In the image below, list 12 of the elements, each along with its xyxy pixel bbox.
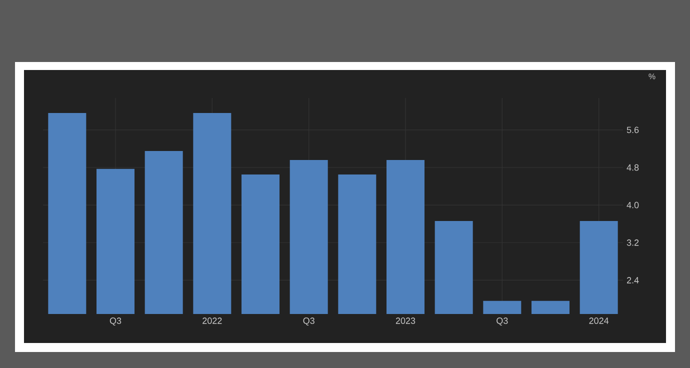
y-tick-label: 3.2 — [626, 239, 639, 246]
x-tick-label: Q3 — [496, 318, 508, 326]
x-tick-label: 2023 — [396, 318, 416, 324]
x-tick-label: 2024 — [589, 318, 609, 324]
x-tick-label: Q3 — [303, 318, 314, 326]
x-tick-label: Q3 — [110, 318, 122, 326]
x-tick-label: 2022 — [202, 318, 222, 324]
y-tick-label: 2.4 — [626, 277, 639, 284]
y-tick-label: 4.0 — [626, 202, 639, 208]
y-tick-label: 5.6 — [626, 126, 639, 134]
y-tick-label: 4.8 — [626, 164, 639, 171]
y-axis-title: % — [648, 74, 656, 80]
